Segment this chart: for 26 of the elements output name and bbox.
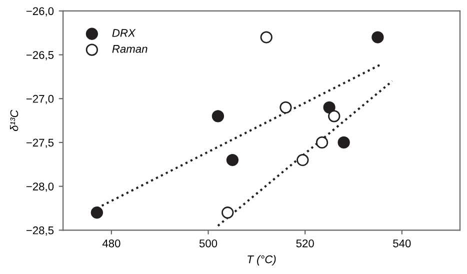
- point: [296, 154, 309, 166]
- x-tick-label: 520: [296, 239, 314, 248]
- point: [328, 110, 340, 122]
- x-tick-label: 480: [102, 239, 120, 248]
- y-tick-label: −28,0: [26, 182, 54, 192]
- x-tick-label: 540: [393, 239, 411, 248]
- point: [226, 154, 239, 166]
- y-tick-label: −26,5: [26, 51, 54, 60]
- point: [316, 136, 328, 149]
- x-axis-title: T (°C): [248, 255, 276, 266]
- point: [338, 136, 350, 149]
- point: [90, 206, 104, 219]
- y-tick-label: −26,0: [26, 7, 54, 16]
- legend-label: DRX: [112, 29, 136, 37]
- y-tick-label: −27,5: [26, 138, 54, 148]
- x-tick-label: 500: [199, 239, 218, 248]
- point: [323, 101, 336, 114]
- y-tick-label: −27,0: [26, 94, 54, 104]
- y-tick-label: −28,5: [26, 226, 54, 236]
- point: [280, 101, 292, 114]
- point: [260, 31, 272, 44]
- legend-label: Raman: [112, 45, 148, 53]
- y-axis-title: δ¹³C: [10, 110, 18, 131]
- point: [222, 206, 234, 219]
- point: [212, 110, 224, 122]
- point: [372, 31, 384, 44]
